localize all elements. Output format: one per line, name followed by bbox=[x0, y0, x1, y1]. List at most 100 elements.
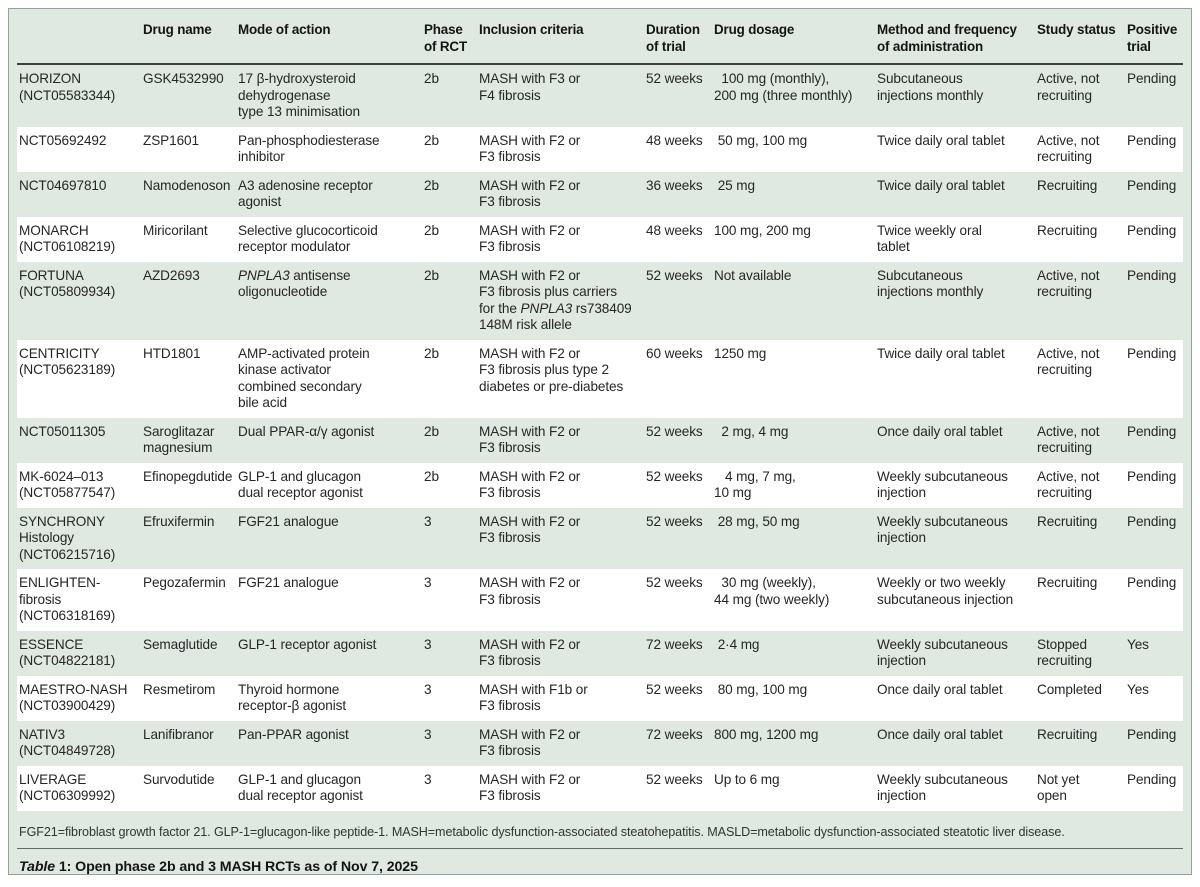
cell-phase: 3 bbox=[424, 771, 432, 787]
cell-duration: 72 weeks bbox=[646, 726, 703, 742]
table-row: LIVERAGE (NCT06309992) Survodutide GLP-1 a… bbox=[17, 765, 1183, 811]
cell-status: Active, not recruiting bbox=[1037, 345, 1100, 378]
cell-drug_name: HTD1801 bbox=[143, 345, 201, 361]
cell-status: Active, not recruiting bbox=[1037, 71, 1100, 103]
cell-phase: 3 bbox=[424, 636, 432, 652]
cell-status: Stopped recruiting bbox=[1037, 636, 1092, 669]
cell-method: Twice weekly oral tablet bbox=[877, 222, 982, 255]
cell-drug_name: Efinopegdutide bbox=[143, 468, 233, 484]
cell-dosage: 2·4 mg bbox=[714, 636, 760, 652]
cell-drug_name: Resmetirom bbox=[143, 681, 216, 697]
cell-status: Recruiting bbox=[1037, 177, 1098, 193]
cell-inclusion: MASH with F2 or F3 fibrosis bbox=[479, 423, 581, 456]
cell-positive: Pending bbox=[1127, 771, 1177, 787]
cell-positive: Pending bbox=[1127, 575, 1177, 590]
cell-positive: Yes bbox=[1127, 681, 1149, 697]
cell-dosage: Up to 6 mg bbox=[714, 771, 780, 787]
cell-phase: 2b bbox=[424, 71, 439, 86]
cell-method: Weekly subcutaneous injection bbox=[877, 636, 1008, 669]
cell-drug_name: Semaglutide bbox=[143, 636, 218, 652]
cell-trial: NATIV3 (NCT04849728) bbox=[19, 726, 116, 759]
cell-phase: 3 bbox=[424, 575, 432, 590]
cell-dosage: 100 mg (monthly), 200 mg (three monthly) bbox=[714, 71, 853, 103]
column-header-trial bbox=[17, 11, 141, 63]
table-row: NCT05692492 ZSP1601 Pan-phosphodiesterase … bbox=[17, 126, 1183, 172]
cell-dosage: 4 mg, 7 mg, 10 mg bbox=[714, 468, 796, 501]
cell-drug_name: Lanifibranor bbox=[143, 726, 214, 742]
cell-duration: 48 weeks bbox=[646, 222, 703, 238]
cell-duration: 52 weeks bbox=[646, 423, 703, 439]
column-header-status: Study status bbox=[1037, 22, 1116, 37]
table-row: SYNCHRONY Histology (NCT06215716) Efruxif… bbox=[17, 508, 1183, 570]
cell-dosage: 80 mg, 100 mg bbox=[714, 681, 808, 697]
cell-method: Once daily oral tablet bbox=[877, 681, 1003, 697]
cell-drug_name: AZD2693 bbox=[143, 267, 200, 283]
header-divider bbox=[17, 63, 1183, 65]
cell-trial: SYNCHRONY Histology (NCT06215716) bbox=[19, 513, 116, 562]
cell-drug_name: Pegozafermin bbox=[143, 575, 226, 590]
cell-inclusion: MASH with F2 or F3 fibrosis bbox=[479, 636, 581, 669]
cell-trial: CENTRICITY (NCT05623189) bbox=[19, 345, 116, 378]
cell-mode_of_action: GLP-1 receptor agonist bbox=[238, 636, 377, 652]
table-panel: Drug name Mode of action Phase of RCT Inclu… bbox=[8, 8, 1192, 875]
cell-mode_of_action: FGF21 analogue bbox=[238, 575, 339, 590]
cell-duration: 52 weeks bbox=[646, 771, 703, 787]
cell-status: Active, not recruiting bbox=[1037, 132, 1100, 165]
cell-positive: Pending bbox=[1127, 71, 1177, 86]
cell-phase: 2b bbox=[424, 423, 439, 439]
cell-mode_of_action: A3 adenosine receptor agonist bbox=[238, 177, 373, 210]
cell-inclusion: MASH with F2 or F3 fibrosis bbox=[479, 468, 581, 501]
cell-duration: 52 weeks bbox=[646, 71, 703, 86]
cell-method: Weekly subcutaneous injection bbox=[877, 468, 1008, 501]
cell-duration: 72 weeks bbox=[646, 636, 703, 652]
cell-trial: ENLIGHTEN-fibrosis (NCT06318169) bbox=[19, 575, 116, 623]
cell-method: Weekly subcutaneous injection bbox=[877, 771, 1008, 804]
caption-text: 1: Open phase 2b and 3 MASH RCTs as of N… bbox=[58, 858, 418, 875]
cell-duration: 52 weeks bbox=[646, 575, 703, 590]
cell-trial: FORTUNA (NCT05809934) bbox=[19, 267, 116, 300]
table-row: ESSENCE (NCT04822181) Semaglutide GLP-1 re… bbox=[17, 631, 1183, 676]
cell-mode_of_action: Pan-phosphodiesterase inhibitor bbox=[238, 132, 380, 165]
cell-dosage: Not available bbox=[714, 267, 792, 283]
cell-trial: NCT05692492 bbox=[19, 132, 107, 148]
cell-status: Recruiting bbox=[1037, 513, 1098, 529]
cell-phase: 2b bbox=[424, 177, 439, 193]
cell-inclusion: MASH with F2 or F3 fibrosis bbox=[479, 222, 581, 255]
table-row: NATIV3 (NCT04849728) Lanifibranor Pan-PPAR… bbox=[17, 721, 1183, 766]
cell-trial: NCT04697810 bbox=[19, 177, 107, 193]
cell-trial: MK-6024–013 (NCT05877547) bbox=[19, 468, 116, 501]
cell-mode_of_action: 17 β-hydroxysteroid dehydrogenase type 1… bbox=[238, 71, 360, 119]
cell-positive: Yes bbox=[1127, 636, 1149, 652]
cell-inclusion: MASH with F2 or F3 fibrosis bbox=[479, 177, 581, 210]
cell-duration: 52 weeks bbox=[646, 681, 703, 697]
table-row: MAESTRO-NASH (NCT03900429) Resmetirom Thyr… bbox=[17, 675, 1183, 721]
cell-drug_name: ZSP1601 bbox=[143, 132, 199, 148]
cell-positive: Pending bbox=[1127, 468, 1177, 484]
cell-status: Not yet open bbox=[1037, 771, 1080, 804]
cell-mode_of_action: GLP-1 and glucagon dual receptor agonist bbox=[238, 468, 363, 501]
cell-inclusion: MASH with F2 or F3 fibrosis bbox=[479, 726, 581, 759]
cell-duration: 52 weeks bbox=[646, 468, 703, 484]
cell-method: Once daily oral tablet bbox=[877, 423, 1003, 439]
cell-method: Twice daily oral tablet bbox=[877, 345, 1005, 361]
table-row: MK-6024–013 (NCT05877547) Efinopegdutide G… bbox=[17, 462, 1183, 508]
cell-drug_name: Namodenoson bbox=[143, 177, 231, 193]
cell-inclusion: MASH with F2 or F3 fibrosis bbox=[479, 575, 581, 607]
cell-phase: 3 bbox=[424, 726, 432, 742]
cell-status: Recruiting bbox=[1037, 726, 1098, 742]
cell-dosage: 30 mg (weekly), 44 mg (two weekly) bbox=[714, 575, 830, 607]
cell-mode_of_action: AMP-activated protein kinase activator c… bbox=[238, 345, 370, 411]
cell-phase: 3 bbox=[424, 681, 432, 697]
cell-phase: 2b bbox=[424, 267, 439, 283]
cell-status: Active, not recruiting bbox=[1037, 468, 1100, 501]
cell-positive: Pending bbox=[1127, 267, 1177, 283]
cell-inclusion: MASH with F3 or F4 fibrosis bbox=[479, 71, 581, 103]
cell-positive: Pending bbox=[1127, 177, 1177, 193]
cell-mode_of_action: Pan-PPAR agonist bbox=[238, 726, 349, 742]
column-header-inclusion: Inclusion criteria bbox=[479, 22, 584, 37]
cell-trial: MONARCH (NCT06108219) bbox=[19, 222, 116, 255]
table-caption: Table 1: Open phase 2b and 3 MASH RCTs a… bbox=[17, 849, 1183, 887]
cell-mode_of_action: Selective glucocorticoid receptor modula… bbox=[238, 222, 378, 255]
cell-phase: 2b bbox=[424, 132, 439, 148]
column-header-drug_name: Drug name bbox=[143, 22, 212, 37]
